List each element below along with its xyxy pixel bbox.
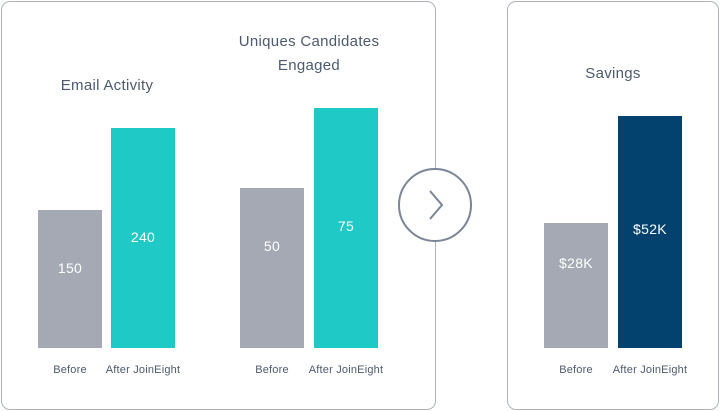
bar-before: $28K <box>544 223 608 348</box>
category-label: Before <box>255 364 289 376</box>
category-label: After JoinEight <box>105 364 181 376</box>
data-label: 240 <box>130 229 156 245</box>
chart-title: Savings <box>585 65 641 82</box>
bar-before: 150 <box>38 210 102 348</box>
next-button[interactable] <box>398 168 472 242</box>
chart-title: Uniques Candidates Engaged <box>238 33 380 74</box>
chevron-right-icon <box>429 190 444 220</box>
bar-after-joineight: 240 <box>111 128 175 348</box>
data-label: 50 <box>263 238 281 254</box>
data-label: 75 <box>337 218 355 234</box>
data-label: 150 <box>57 260 83 276</box>
category-label: Before <box>559 364 593 376</box>
chart-title: Email Activity <box>60 77 154 94</box>
bar-before: 50 <box>240 188 304 348</box>
data-label: $28K <box>559 255 593 271</box>
panel-right <box>507 1 719 410</box>
bar-after-joineight: 75 <box>314 108 378 348</box>
data-label: $52K <box>633 221 667 237</box>
bar-after-joineight: $52K <box>618 116 682 348</box>
category-label: After JoinEight <box>612 364 688 376</box>
category-label: Before <box>53 364 87 376</box>
category-label: After JoinEight <box>308 364 384 376</box>
